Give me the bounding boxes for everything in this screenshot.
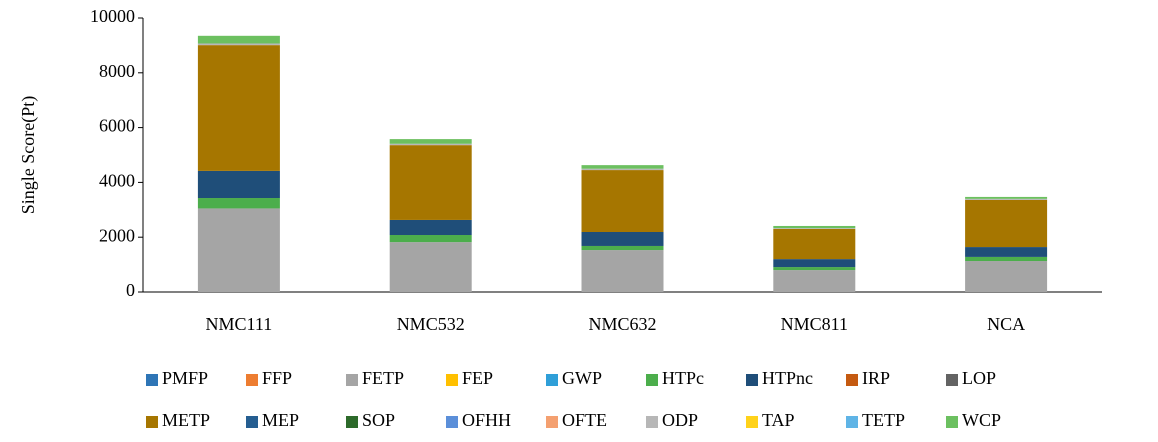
bar-segment: [389, 145, 472, 220]
bar-segment: [773, 259, 856, 268]
bar-segment: [965, 196, 1048, 199]
legend-label: PMFP: [162, 368, 208, 388]
legend-swatch: [746, 416, 758, 428]
legend-label: LOP: [962, 368, 996, 388]
bar-segment: [197, 43, 280, 46]
legend-swatch: [846, 374, 858, 386]
legend-swatch: [646, 416, 658, 428]
legend-label: MEP: [262, 410, 299, 430]
legend-label: FEP: [462, 368, 493, 388]
bar-segment: [965, 261, 1048, 292]
bar-segment: [197, 198, 280, 209]
bar-segment: [965, 199, 1048, 248]
x-tick-label: NMC811: [781, 314, 848, 334]
x-tick-label: NCA: [987, 314, 1025, 334]
legend-label: OFTE: [562, 410, 607, 430]
legend-swatch: [746, 374, 758, 386]
bar-segment: [389, 242, 472, 292]
legend-swatch: [246, 374, 258, 386]
legend-swatch: [646, 374, 658, 386]
bar-segment: [773, 225, 856, 229]
y-tick-label: 0: [126, 280, 135, 300]
legend-label: FETP: [362, 368, 404, 388]
y-tick-label: 2000: [99, 225, 135, 245]
y-axis-label: Single Score(Pt): [18, 96, 39, 215]
legend-swatch: [946, 416, 958, 428]
x-tick-label: NMC111: [206, 314, 273, 334]
bar-segment: [197, 45, 280, 171]
y-tick-label: 8000: [99, 61, 135, 81]
legend-label: HTPc: [662, 368, 704, 388]
legend-swatch: [546, 374, 558, 386]
legend-label: OFHH: [462, 410, 511, 430]
bar-segment: [389, 143, 472, 146]
bar-segment: [581, 231, 664, 246]
bar-segment: [581, 170, 664, 232]
legend-swatch: [846, 416, 858, 428]
legend-label: TETP: [862, 410, 905, 430]
y-tick-label: 4000: [99, 171, 135, 191]
legend-label: WCP: [962, 410, 1001, 430]
bar-segment: [773, 228, 856, 260]
x-tick-label: NMC532: [397, 314, 465, 334]
legend-label: SOP: [362, 410, 395, 430]
bar-segment: [773, 267, 856, 271]
bar-segment: [389, 219, 472, 236]
bar-segment: [197, 35, 280, 44]
bar-segment: [965, 247, 1048, 257]
bar-segment: [965, 256, 1048, 262]
bar-segment: [197, 170, 280, 199]
legend-label: HTPnc: [762, 368, 813, 388]
legend-label: ODP: [662, 410, 698, 430]
y-tick-label: 6000: [99, 116, 135, 136]
bar-segment: [581, 168, 664, 171]
legend-swatch: [546, 416, 558, 428]
bar-segment: [965, 198, 1048, 200]
legend-swatch: [146, 374, 158, 386]
legend-label: TAP: [762, 410, 795, 430]
bar-segment: [389, 139, 472, 144]
legend-swatch: [246, 416, 258, 428]
bar-segment: [197, 208, 280, 292]
legend-label: GWP: [562, 368, 602, 388]
bar-segment: [389, 235, 472, 243]
bar-segment: [773, 228, 856, 229]
bar-segment: [581, 165, 664, 169]
legend-swatch: [446, 374, 458, 386]
y-tick-label: 10000: [90, 6, 135, 26]
legend-label: IRP: [862, 368, 890, 388]
legend-swatch: [946, 374, 958, 386]
x-tick-label: NMC632: [588, 314, 656, 334]
legend-swatch: [146, 416, 158, 428]
legend-swatch: [446, 416, 458, 428]
legend-label: FFP: [262, 368, 292, 388]
legend-swatch: [346, 416, 358, 428]
legend-swatch: [346, 374, 358, 386]
legend-label: METP: [162, 410, 210, 430]
bar-segment: [581, 245, 664, 251]
bar-segment: [773, 270, 856, 292]
bar-segment: [581, 250, 664, 292]
